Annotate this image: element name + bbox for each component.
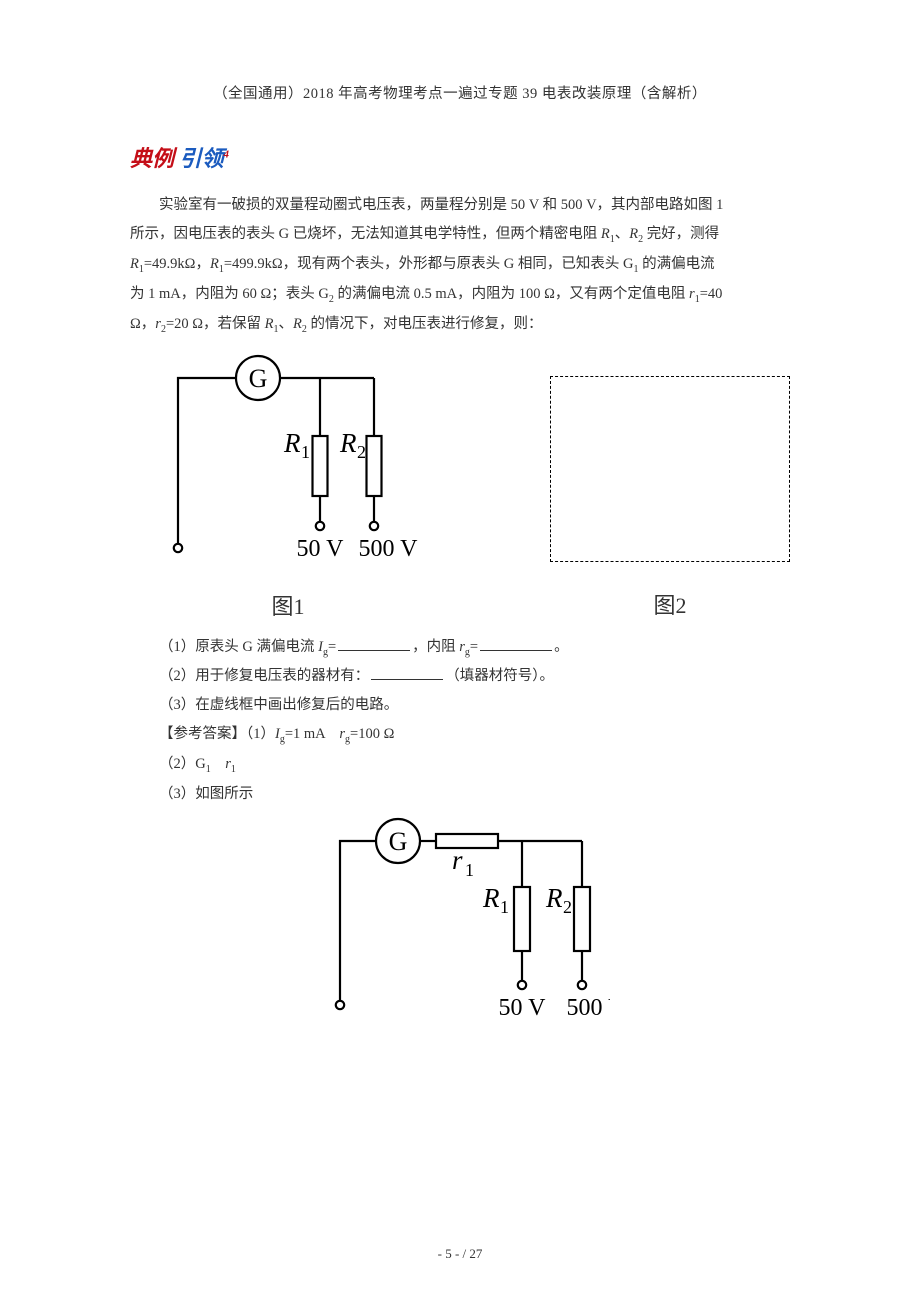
blank-field [480,635,552,651]
text: =20 Ω，若保留 [166,316,265,332]
answer-3: （3）如图所示 [130,780,790,809]
blank-field [338,635,410,651]
para-4: 为 1 mA，内阻为 60 Ω；表头 G2 的满偏电流 0.5 mA，内阻为 1… [130,280,790,310]
section-heading: 典例 引领4 [130,137,229,181]
text: （1） [246,726,275,742]
text: = [328,639,336,655]
figure-1-label: 图1 [271,585,304,629]
svg-text:500 V: 500 V [359,536,418,562]
svg-text:r: r [452,845,463,875]
var-r1: R [601,226,610,242]
text [211,756,226,772]
text: （1）原表头 G 满偏电流 [159,639,318,655]
para-2: 所示，因电压表的表头 G 已烧坏，无法知道其电学特性，但两个精密电阻 R1、R2… [130,220,790,250]
svg-text:R: R [339,428,357,458]
figure-3: Gr1R1R250 V500 V [130,815,790,1045]
text: Ω， [130,316,155,332]
page-header: （全国通用）2018 年高考物理考点一遍过专题 39 电表改装原理（含解析） [130,80,790,109]
text: ，内阻 [412,639,459,655]
svg-text:R: R [545,883,563,913]
text: =49.9kΩ， [144,256,210,272]
para-1: 实验室有一破损的双量程动圈式电压表，两量程分别是 50 V 和 500 V，其内… [130,191,790,220]
text: 完好，测得 [643,226,719,242]
text: =1 mA [285,726,340,742]
figure-row: GR1R250 V500 V 图1 图2 [158,348,790,629]
question-1: （1）原表头 G 满偏电流 Ig=，内阻 rg=。 [130,633,790,663]
sub: 1 [231,764,236,775]
svg-text:1: 1 [465,860,474,880]
circuit-diagram-3: Gr1R1R250 V500 V [310,815,610,1045]
text: =100 Ω [350,726,394,742]
text: 为 1 mA，内阻为 60 Ω；表头 G [130,286,329,302]
svg-text:G: G [249,364,268,393]
figure-1: GR1R250 V500 V 图1 [158,348,418,629]
para-5: Ω，r2=20 Ω，若保留 R1、R2 的情况下，对电压表进行修复，则： [130,310,790,340]
heading-part-3: 4 [224,149,230,161]
svg-text:R: R [283,428,301,458]
text: （2）用于修复电压表的器材有： [159,668,369,684]
text: 的满偏电流 0.5 mA，内阻为 100 Ω，又有两个定值电阻 [334,286,689,302]
var-r1: R [265,316,274,332]
figure-2-label: 图2 [653,584,686,628]
answer-2: （2）G1 r1 [130,750,790,780]
blank-field [371,665,443,681]
svg-text:50 V: 50 V [297,536,345,562]
text: =40 [700,286,723,302]
svg-text:2: 2 [357,442,366,462]
text: 的情况下，对电压表进行修复，则： [307,316,543,332]
text: 的满偏电流 [638,256,714,272]
svg-text:1: 1 [301,442,310,462]
svg-text:500 V: 500 V [567,995,610,1021]
svg-text:1: 1 [500,897,509,917]
text: 。 [554,639,569,655]
heading-part-2: 引领 [174,146,224,171]
text: =499.9kΩ，现有两个表头，外形都与原表头 G 相同，已知表头 G [224,256,634,272]
var-r1: R [210,256,219,272]
question-2: （2）用于修复电压表的器材有： （填器材符号）。 [130,662,790,691]
question-3: （3）在虚线框中画出修复后的电路。 [130,691,790,720]
circuit-diagram-1: GR1R250 V500 V [158,348,418,583]
heading-part-1: 典例 [130,146,174,171]
var-r2: R [293,316,302,332]
text: 、 [279,316,294,332]
svg-text:2: 2 [563,897,572,917]
text: （填器材符号）。 [445,668,554,684]
text: （2）G [159,756,206,772]
var-r2: R [629,226,638,242]
answer-label: 【参考答案】 [159,726,246,742]
dashed-answer-box [550,376,790,562]
var-r1: R [130,256,139,272]
svg-text:G: G [389,827,408,856]
text: = [470,639,478,655]
figure-2: 图2 [550,348,790,628]
para-3: R1=49.9kΩ，R1=499.9kΩ，现有两个表头，外形都与原表头 G 相同… [130,250,790,280]
svg-text:R: R [482,883,500,913]
text: 、 [615,226,630,242]
page-number: - 5 - / 27 [0,1246,920,1262]
text: 所示，因电压表的表头 G 已烧坏，无法知道其电学特性，但两个精密电阻 [130,226,601,242]
answer-1: 【参考答案】（1）Ig=1 mA rg=100 Ω [130,720,790,750]
svg-text:50 V: 50 V [499,995,547,1021]
